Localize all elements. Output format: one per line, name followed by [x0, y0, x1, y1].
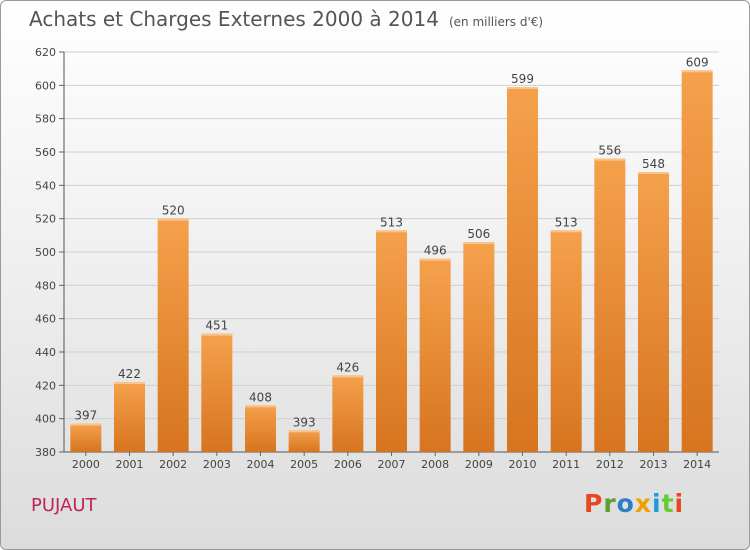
bar-value-label: 599 [511, 72, 534, 86]
bar-highlight [463, 242, 495, 244]
x-tick-label: 2001 [116, 458, 144, 471]
x-tick-label: 2009 [465, 458, 493, 471]
y-tick-label: 540 [35, 179, 56, 192]
bar-value-label: 506 [467, 227, 490, 241]
bar-value-label: 426 [336, 360, 359, 374]
proxiti-logo: Proxiti [584, 489, 684, 518]
logo-letter: r [603, 489, 617, 518]
bar-2005 [288, 430, 320, 452]
bar-highlight [114, 382, 145, 384]
y-tick-label: 440 [35, 346, 56, 359]
bar-highlight [507, 87, 538, 89]
y-tick-label: 620 [35, 46, 56, 59]
x-tick-label: 2003 [203, 458, 231, 471]
bar-2010 [507, 87, 538, 452]
x-tick-label: 2012 [596, 458, 624, 471]
bar-highlight [332, 375, 364, 378]
bar-highlight [419, 258, 451, 261]
bar-highlight [638, 172, 669, 174]
bar-value-label: 422 [118, 367, 141, 381]
x-tick-label: 2008 [421, 458, 449, 471]
x-tick-label: 2005 [290, 458, 318, 471]
y-tick-label: 380 [35, 446, 56, 459]
bar-highlight [594, 158, 626, 161]
bar-value-label: 451 [205, 319, 228, 333]
bar-value-label: 556 [598, 144, 621, 158]
x-tick-label: 2000 [72, 458, 100, 471]
bar-highlight [288, 430, 320, 433]
bar-2014 [681, 70, 713, 452]
y-tick-label: 560 [35, 146, 56, 159]
bar-value-label: 496 [424, 244, 447, 258]
y-tick-label: 400 [35, 413, 56, 426]
x-tick-label: 2013 [640, 458, 668, 471]
bar-highlight [70, 423, 102, 426]
chart-subtitle: (en milliers d'€) [448, 15, 544, 29]
bar-highlight [681, 70, 713, 73]
logo-letter: t [661, 489, 675, 518]
bar-2012 [594, 158, 626, 452]
y-tick-label: 460 [35, 313, 56, 326]
y-tick-label: 500 [35, 246, 56, 259]
bar-value-label: 513 [555, 215, 578, 229]
bar-2011 [550, 230, 582, 452]
bar-value-label: 548 [642, 157, 665, 171]
bar-2001 [114, 382, 145, 452]
bar-value-label: 513 [380, 215, 403, 229]
bar-highlight [245, 405, 276, 408]
commune-name: PUJAUT [31, 495, 97, 516]
bar-highlight [550, 230, 582, 233]
bar-highlight [157, 218, 189, 221]
bar-2007 [376, 230, 407, 452]
bar-2004 [245, 405, 276, 452]
bar-highlight [201, 333, 233, 336]
bar-2008 [419, 258, 451, 452]
y-tick-label: 580 [35, 113, 56, 126]
y-tick-label: 600 [35, 79, 56, 92]
x-tick-label: 2014 [683, 458, 711, 471]
x-tick-label: 2004 [247, 458, 275, 471]
y-tick-label: 420 [35, 379, 56, 392]
x-tick-label: 2002 [159, 458, 187, 471]
bar-value-label: 397 [74, 409, 97, 423]
bar-2009 [463, 242, 495, 452]
y-tick-label: 480 [35, 279, 56, 292]
bar-2013 [638, 172, 669, 452]
logo-letter: i [674, 489, 685, 518]
bar-value-label: 520 [162, 204, 185, 218]
bar-value-label: 393 [293, 415, 316, 429]
bar-highlight [376, 230, 407, 233]
bar-value-label: 408 [249, 390, 272, 404]
bar-2003 [201, 333, 233, 452]
logo-letter: x [634, 489, 652, 518]
logo-letter: i [652, 489, 662, 518]
x-tick-label: 2011 [552, 458, 580, 471]
x-tick-label: 2010 [509, 458, 537, 471]
logo-letter: P [584, 489, 604, 518]
x-tick-label: 2006 [334, 458, 362, 471]
y-tick-label: 520 [35, 213, 56, 226]
bar-2002 [157, 218, 189, 452]
x-tick-label: 2007 [378, 458, 406, 471]
bar-value-label: 609 [686, 55, 709, 69]
chart-title-text: Achats et Charges Externes 2000 à 2014 [29, 7, 439, 31]
logo-letter: o [616, 489, 635, 518]
bar-2000 [70, 423, 102, 452]
chart-title: Achats et Charges Externes 2000 à 2014 (e… [29, 7, 543, 31]
bar-2006 [332, 375, 364, 452]
